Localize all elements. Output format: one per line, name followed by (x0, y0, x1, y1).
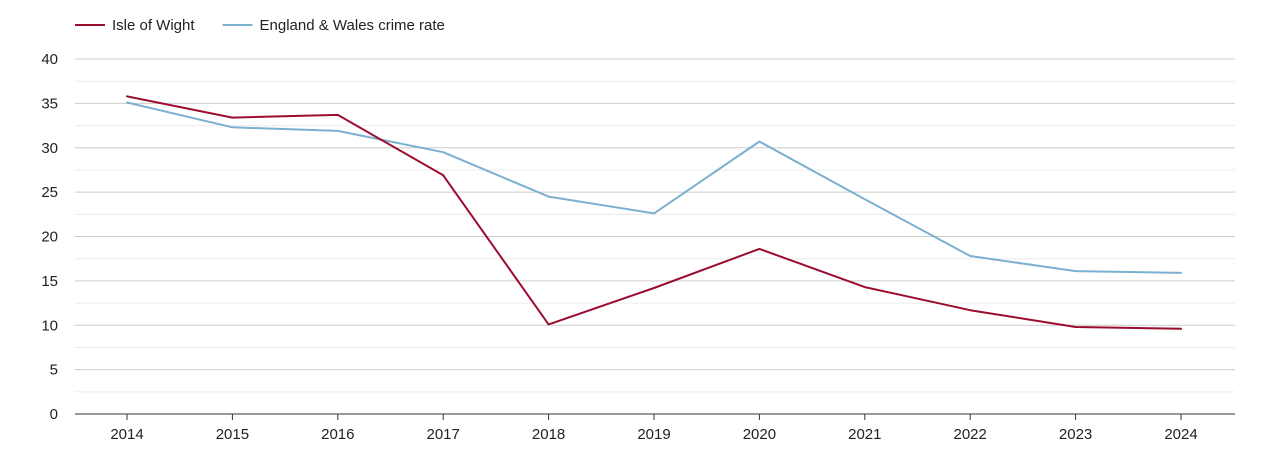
series-lines (126, 95, 1182, 330)
y-tick-label: 30 (41, 140, 58, 157)
y-tick-label: 40 (41, 51, 58, 68)
legend: Isle of Wight England & Wales crime rate (75, 17, 445, 34)
gridlines (75, 58, 1235, 415)
x-tick-label: 2015 (216, 426, 249, 443)
y-tick-label: 0 (50, 406, 58, 423)
y-tick-label: 35 (41, 95, 58, 112)
y-axis: 0 5 10 15 20 25 30 35 40 (41, 51, 58, 423)
x-tick-label: 2023 (1059, 426, 1092, 443)
y-tick-label: 15 (41, 273, 58, 290)
series-line-0 (126, 95, 1182, 330)
legend-label-1: England & Wales crime rate (260, 17, 445, 34)
x-tick-label: 2020 (743, 426, 776, 443)
x-tick-label: 2017 (427, 426, 460, 443)
x-tick-label: 2021 (848, 426, 881, 443)
y-tick-label: 5 (50, 362, 58, 379)
series-line-1 (126, 101, 1182, 274)
y-tick-label: 25 (41, 184, 58, 201)
x-tick-label: 2019 (637, 426, 670, 443)
x-tick-label: 2022 (954, 426, 987, 443)
x-tick-label: 2018 (532, 426, 565, 443)
y-tick-label: 20 (41, 229, 58, 246)
legend-label-0: Isle of Wight (112, 17, 195, 34)
y-tick-label: 10 (41, 317, 58, 334)
x-tick-label: 2014 (110, 426, 143, 443)
x-tick-label: 2016 (321, 426, 354, 443)
x-tick-label: 2024 (1164, 426, 1197, 443)
x-axis: 2014 2015 2016 2017 2018 2019 2020 2021 2022 2023… (110, 414, 1198, 443)
